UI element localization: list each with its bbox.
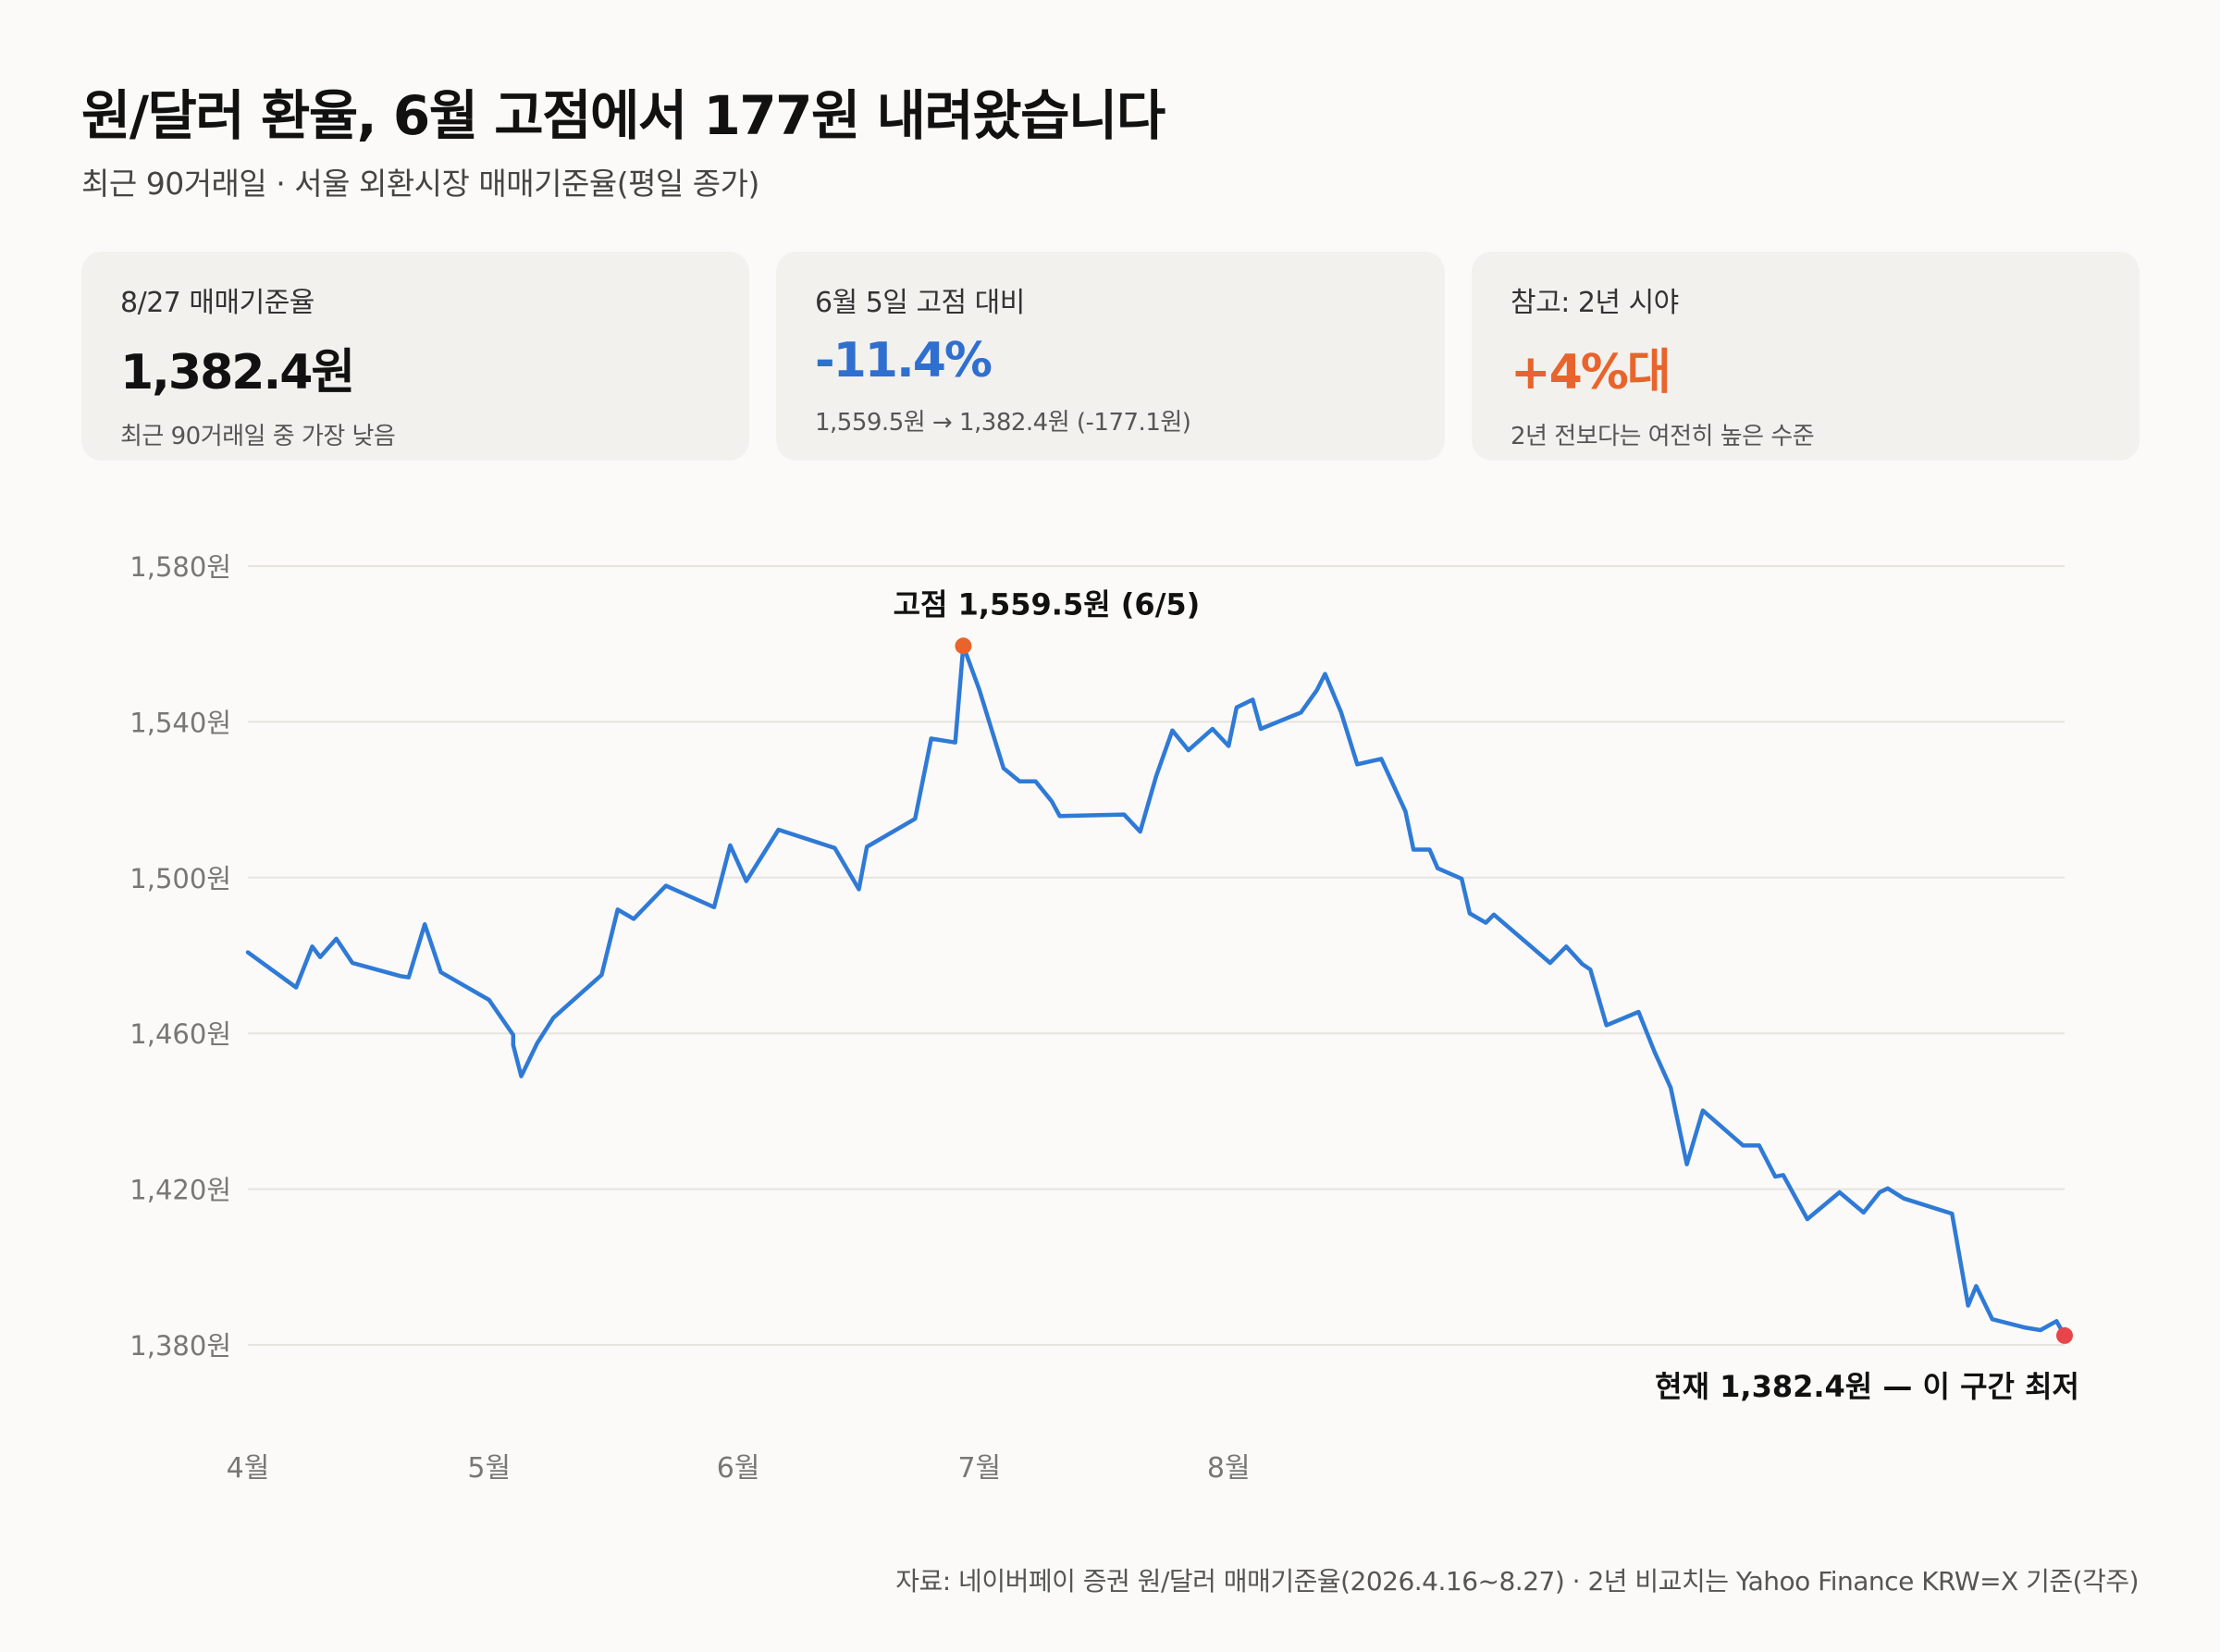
card-note: 1,559.5원 → 1,382.4원 (-177.1원) <box>815 409 1191 437</box>
page-subtitle: 최근 90거래일 · 서울 외환시장 매매기준율(평일 종가) <box>81 166 759 202</box>
stat-card-drop-from-peak: 6월 5일 고점 대비 -11.4% 1,559.5원 → 1,382.4원 (… <box>776 252 1445 461</box>
card-note: 2년 전보다는 여전히 높은 수준 <box>1511 423 1815 450</box>
card-label: 6월 5일 고점 대비 <box>815 287 1025 319</box>
stat-card-two-year-view: 참고: 2년 시야 +4%대 2년 전보다는 여전히 높은 수준 <box>1472 252 2140 461</box>
y-tick-label: 1,580원 <box>130 551 231 583</box>
page-title: 원/달러 환율, 6월 고점에서 177원 내려왔습니다 <box>81 84 1166 147</box>
y-tick-label: 1,460원 <box>130 1018 231 1050</box>
x-tick-label: 8월 <box>1207 1452 1251 1485</box>
line-chart: 1,380원 1,420원 1,460원 1,500원 1,540원 1,580원 4월 5월… <box>130 551 2079 1485</box>
y-tick-label: 1,420원 <box>130 1175 231 1206</box>
y-tick-label: 1,380원 <box>130 1330 231 1362</box>
series-line <box>245 644 2067 1338</box>
card-value: -11.4% <box>815 333 993 388</box>
x-tick-label: 4월 <box>227 1452 270 1485</box>
card-note: 최근 90거래일 중 가장 낮음 <box>120 423 396 450</box>
card-value: 1,382.4원 <box>120 345 355 401</box>
card-value: +4%대 <box>1511 345 1671 401</box>
x-tick-label: 7월 <box>957 1452 1001 1485</box>
annotation-label: 현재 1,382.4원 — 이 구간 최저 <box>1655 1369 2079 1404</box>
annotation-marker <box>2056 1326 2073 1344</box>
stat-card-current-rate: 8/27 매매기준율 1,382.4원 최근 90거래일 중 가장 낮음 <box>81 252 749 461</box>
x-tick-label: 6월 <box>717 1452 760 1485</box>
y-tick-label: 1,500원 <box>130 863 231 894</box>
source-footnote: 자료: 네이버페이 증권 원/달러 매매기준율(2026.4.16~8.27) … <box>895 1566 2139 1597</box>
x-tick-label: 5월 <box>467 1452 511 1485</box>
annotation-label: 고점 1,559.5원 (6/5) <box>894 586 1201 622</box>
card-label: 8/27 매매기준율 <box>120 287 314 319</box>
annotation-marker <box>955 637 972 655</box>
card-label: 참고: 2년 시야 <box>1511 287 1679 319</box>
y-tick-label: 1,540원 <box>130 707 231 738</box>
